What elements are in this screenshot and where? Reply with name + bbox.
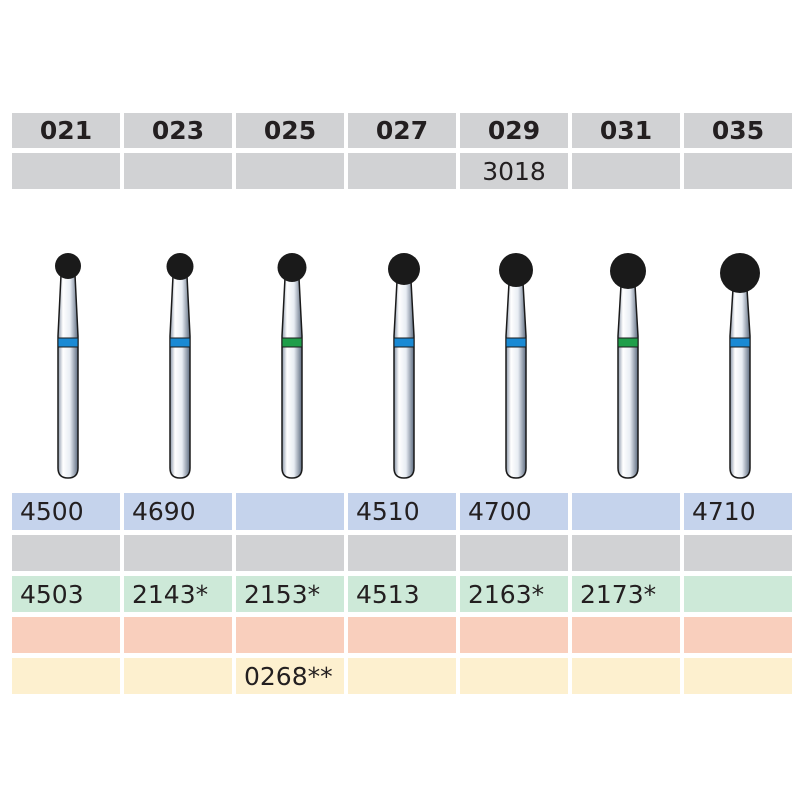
size-header: 035 <box>684 113 792 148</box>
bur-shank <box>281 277 303 479</box>
salmon-row-cell <box>460 617 568 653</box>
yellow-row-cell <box>684 658 792 694</box>
bur-head <box>499 253 533 287</box>
reference-cell <box>236 153 344 189</box>
yellow-row-cell: 0268** <box>236 658 344 694</box>
size-header: 027 <box>348 113 456 148</box>
gray-row-cell <box>348 535 456 571</box>
bur-color-band <box>505 337 527 348</box>
blue-row-cell: 4510 <box>348 493 456 530</box>
green-row-cell <box>684 576 792 612</box>
bur-shank <box>169 275 191 479</box>
size-header: 031 <box>572 113 680 148</box>
yellow-row-cell <box>124 658 232 694</box>
bur-color-band <box>729 337 751 348</box>
yellow-row-cell <box>460 658 568 694</box>
salmon-row-cell <box>12 617 120 653</box>
gray-row-cell <box>124 535 232 571</box>
reference-cell <box>348 153 456 189</box>
blue-row-cell: 4690 <box>124 493 232 530</box>
bur-head <box>388 253 420 285</box>
green-row-cell: 2163* <box>460 576 568 612</box>
blue-row-cell: 4700 <box>460 493 568 530</box>
reference-cell: 3018 <box>460 153 568 189</box>
bur-head <box>55 253 81 279</box>
size-header: 023 <box>124 113 232 148</box>
salmon-row-cell <box>684 617 792 653</box>
salmon-row-cell <box>124 617 232 653</box>
bur-head <box>720 253 760 293</box>
green-row-cell: 2153* <box>236 576 344 612</box>
bur-head <box>610 253 646 289</box>
blue-row-cell <box>572 493 680 530</box>
bur-shank <box>57 274 79 479</box>
gray-row-cell <box>236 535 344 571</box>
blue-row-cell <box>236 493 344 530</box>
bur-color-band <box>393 337 415 348</box>
bur-color-band <box>281 337 303 348</box>
bur-shank <box>617 284 639 479</box>
bur-color-band <box>57 337 79 348</box>
reference-cell <box>124 153 232 189</box>
yellow-row-cell <box>12 658 120 694</box>
green-row-cell: 4513 <box>348 576 456 612</box>
yellow-row-cell <box>348 658 456 694</box>
reference-cell <box>12 153 120 189</box>
gray-row-cell <box>684 535 792 571</box>
reference-cell <box>684 153 792 189</box>
green-row-cell: 4503 <box>12 576 120 612</box>
bur-color-band <box>617 337 639 348</box>
salmon-row-cell <box>572 617 680 653</box>
yellow-row-cell <box>572 658 680 694</box>
size-header: 021 <box>12 113 120 148</box>
green-row-cell: 2143* <box>124 576 232 612</box>
size-header: 029 <box>460 113 568 148</box>
gray-row-cell <box>572 535 680 571</box>
bur-shank <box>729 288 751 479</box>
size-header: 025 <box>236 113 344 148</box>
reference-cell <box>572 153 680 189</box>
gray-row-cell <box>460 535 568 571</box>
green-row-cell: 2173* <box>572 576 680 612</box>
bur-head <box>166 253 194 280</box>
blue-row-cell: 4710 <box>684 493 792 530</box>
bur-color-band <box>169 337 191 348</box>
salmon-row-cell <box>348 617 456 653</box>
salmon-row-cell <box>236 617 344 653</box>
bur-shank <box>505 282 527 479</box>
bur-head <box>277 253 307 282</box>
blue-row-cell: 4500 <box>12 493 120 530</box>
gray-row-cell <box>12 535 120 571</box>
bur-shank <box>393 280 415 479</box>
